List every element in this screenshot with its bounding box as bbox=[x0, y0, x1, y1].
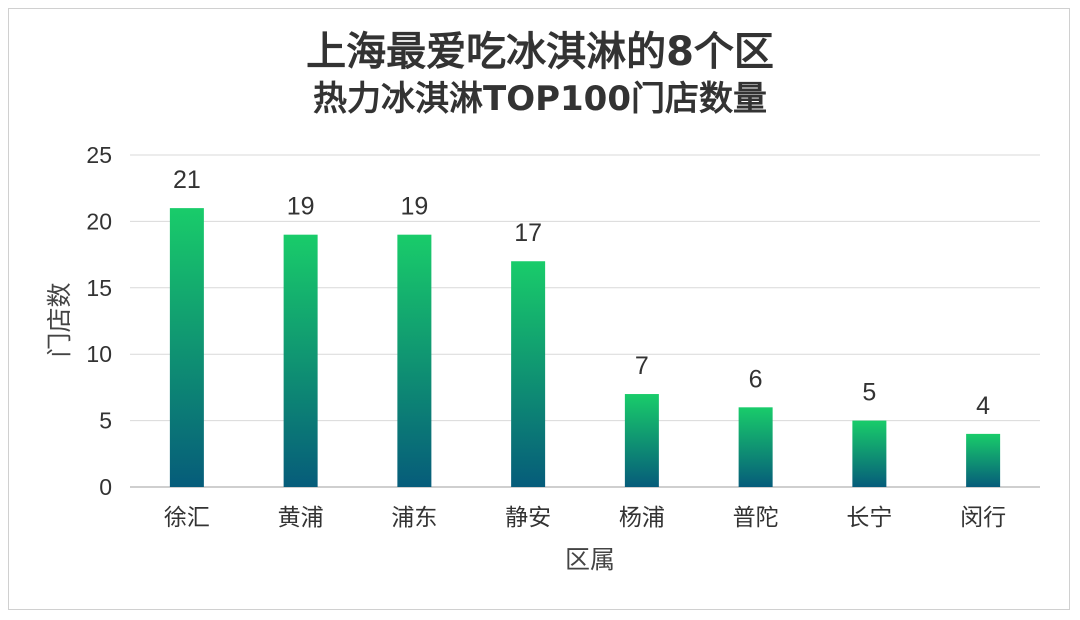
x-tick-label: 闵行 bbox=[960, 505, 1006, 531]
x-axis-ticks: 徐汇 黄浦 浦东 静安 杨浦 普陀 长宁 闵行 bbox=[164, 505, 1006, 531]
y-tick-label: 5 bbox=[99, 408, 112, 434]
bar bbox=[852, 420, 887, 487]
data-label: 19 bbox=[400, 193, 428, 221]
y-tick-label: 20 bbox=[86, 208, 112, 234]
y-tick-label: 0 bbox=[99, 474, 112, 500]
y-tick-label: 10 bbox=[86, 341, 112, 367]
y-tick-label: 25 bbox=[86, 142, 112, 168]
bar bbox=[966, 433, 1001, 487]
y-axis-title: 门店数 bbox=[45, 282, 74, 357]
data-label: 17 bbox=[514, 219, 542, 247]
chart-title: 上海最爱吃冰淇淋的8个区 bbox=[306, 29, 774, 75]
y-tick-label: 15 bbox=[86, 275, 112, 301]
bar bbox=[511, 261, 546, 487]
x-tick-label: 徐汇 bbox=[164, 505, 210, 531]
bar bbox=[169, 208, 204, 487]
chart-subtitle: 热力冰淇淋TOP100门店数量 bbox=[313, 79, 767, 119]
data-label: 21 bbox=[173, 166, 201, 194]
data-label: 4 bbox=[976, 392, 990, 420]
data-label: 19 bbox=[287, 193, 315, 221]
bar bbox=[397, 234, 432, 487]
x-tick-label: 静安 bbox=[505, 505, 551, 531]
x-tick-label: 长宁 bbox=[846, 505, 892, 531]
bars bbox=[169, 208, 1001, 487]
bar bbox=[283, 234, 318, 487]
x-axis-title: 区属 bbox=[565, 545, 615, 574]
x-tick-label: 杨浦 bbox=[619, 505, 665, 531]
x-tick-label: 浦东 bbox=[391, 505, 437, 531]
bar bbox=[624, 394, 659, 487]
data-label: 5 bbox=[862, 379, 876, 407]
data-labels: 21 19 19 17 7 6 5 4 bbox=[173, 166, 990, 420]
x-tick-label: 黄浦 bbox=[278, 505, 324, 531]
bar bbox=[738, 407, 773, 487]
gridlines bbox=[130, 154, 1040, 488]
y-axis-ticks: 0 5 10 15 20 25 bbox=[86, 142, 112, 500]
data-label: 7 bbox=[635, 352, 649, 380]
x-tick-label: 普陀 bbox=[733, 505, 779, 531]
data-label: 6 bbox=[749, 365, 763, 393]
